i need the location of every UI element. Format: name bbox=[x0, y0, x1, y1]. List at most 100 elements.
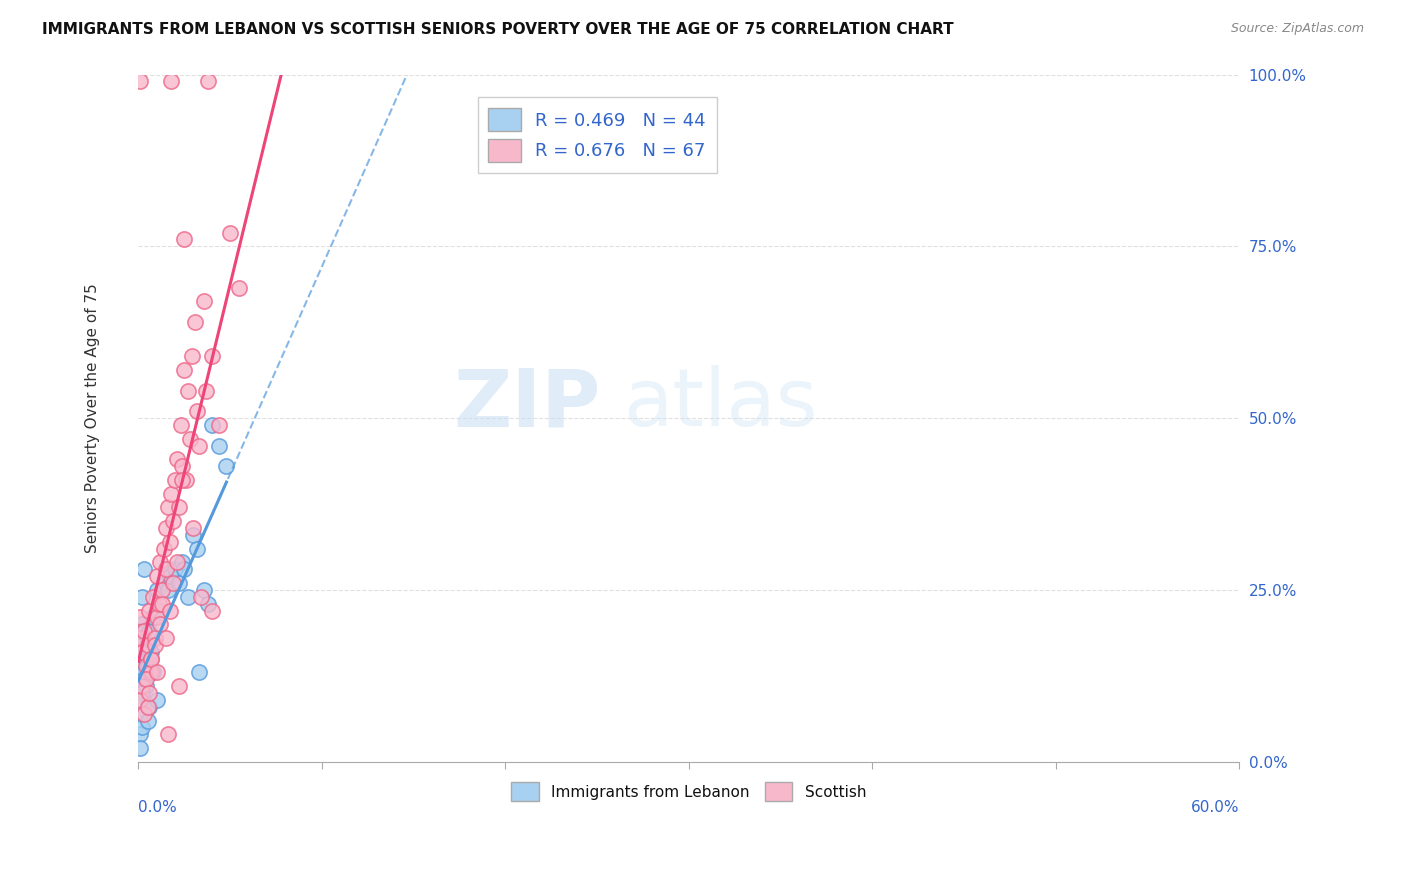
Point bbox=[150, 597, 173, 611]
Point bbox=[160, 74, 183, 88]
Point bbox=[132, 673, 155, 687]
Point bbox=[197, 74, 219, 88]
Point bbox=[166, 452, 188, 467]
Text: ZIP: ZIP bbox=[453, 366, 600, 443]
Point bbox=[143, 631, 166, 645]
Point bbox=[131, 720, 153, 734]
Point bbox=[142, 665, 165, 680]
Point bbox=[131, 617, 153, 632]
Point bbox=[136, 638, 159, 652]
Point bbox=[136, 714, 159, 728]
Point bbox=[172, 459, 194, 474]
Point bbox=[186, 541, 208, 556]
Point bbox=[135, 658, 157, 673]
Point bbox=[142, 590, 165, 604]
Point bbox=[143, 638, 166, 652]
Point bbox=[138, 651, 160, 665]
Point bbox=[193, 294, 215, 309]
Point bbox=[183, 528, 205, 542]
Point bbox=[132, 624, 155, 639]
Point bbox=[129, 631, 152, 645]
Point bbox=[141, 651, 163, 665]
Point bbox=[177, 590, 200, 604]
Point bbox=[173, 562, 195, 576]
Point bbox=[172, 473, 194, 487]
Point bbox=[153, 541, 176, 556]
Point bbox=[149, 556, 172, 570]
Text: 60.0%: 60.0% bbox=[1191, 799, 1239, 814]
Point bbox=[129, 693, 152, 707]
Point bbox=[167, 500, 190, 515]
Point bbox=[136, 699, 159, 714]
Point bbox=[188, 439, 211, 453]
Point bbox=[135, 673, 157, 687]
Point bbox=[190, 590, 212, 604]
Point bbox=[173, 363, 195, 377]
Point bbox=[186, 404, 208, 418]
Point bbox=[159, 604, 181, 618]
Point bbox=[162, 576, 184, 591]
Point bbox=[135, 679, 157, 693]
Point bbox=[141, 665, 163, 680]
Point bbox=[159, 534, 181, 549]
Point bbox=[177, 384, 200, 398]
Point bbox=[129, 658, 152, 673]
Point bbox=[155, 576, 177, 591]
Text: IMMIGRANTS FROM LEBANON VS SCOTTISH SENIORS POVERTY OVER THE AGE OF 75 CORRELATI: IMMIGRANTS FROM LEBANON VS SCOTTISH SENI… bbox=[42, 22, 953, 37]
Point bbox=[129, 693, 152, 707]
Point bbox=[148, 597, 170, 611]
Point bbox=[150, 582, 173, 597]
Point bbox=[159, 569, 181, 583]
Text: atlas: atlas bbox=[623, 366, 817, 443]
Point bbox=[167, 679, 190, 693]
Point bbox=[165, 473, 187, 487]
Point bbox=[146, 610, 169, 624]
Point bbox=[201, 604, 224, 618]
Point bbox=[166, 556, 188, 570]
Point bbox=[156, 582, 179, 597]
Point bbox=[201, 417, 224, 432]
Point bbox=[141, 651, 163, 665]
Point bbox=[129, 727, 152, 741]
Text: 0.0%: 0.0% bbox=[138, 799, 177, 814]
Point bbox=[132, 706, 155, 721]
Point bbox=[129, 706, 152, 721]
Point bbox=[208, 439, 231, 453]
Point bbox=[201, 349, 224, 363]
Point bbox=[129, 610, 152, 624]
Point bbox=[129, 624, 152, 639]
Point bbox=[129, 741, 152, 756]
Text: Source: ZipAtlas.com: Source: ZipAtlas.com bbox=[1230, 22, 1364, 36]
Point bbox=[155, 631, 177, 645]
Point bbox=[179, 432, 201, 446]
Point bbox=[183, 521, 205, 535]
Point bbox=[156, 500, 179, 515]
Point bbox=[141, 645, 163, 659]
Point bbox=[160, 487, 183, 501]
Point bbox=[167, 576, 190, 591]
Point bbox=[146, 582, 169, 597]
Point bbox=[195, 384, 218, 398]
Point bbox=[138, 604, 160, 618]
Point bbox=[208, 417, 231, 432]
Point bbox=[135, 651, 157, 665]
Point bbox=[149, 604, 172, 618]
Point bbox=[131, 590, 153, 604]
Point bbox=[197, 597, 219, 611]
Text: Seniors Poverty Over the Age of 75: Seniors Poverty Over the Age of 75 bbox=[84, 284, 100, 553]
Point bbox=[146, 569, 169, 583]
Point bbox=[215, 459, 238, 474]
Point bbox=[132, 665, 155, 680]
Point bbox=[162, 514, 184, 528]
Point bbox=[165, 562, 187, 576]
Point bbox=[156, 727, 179, 741]
Point bbox=[131, 645, 153, 659]
Point bbox=[131, 645, 153, 659]
Point bbox=[155, 521, 177, 535]
Point bbox=[169, 417, 191, 432]
Point bbox=[131, 679, 153, 693]
Point bbox=[219, 226, 242, 240]
Point bbox=[129, 638, 152, 652]
Point bbox=[146, 693, 169, 707]
Point bbox=[131, 686, 153, 700]
